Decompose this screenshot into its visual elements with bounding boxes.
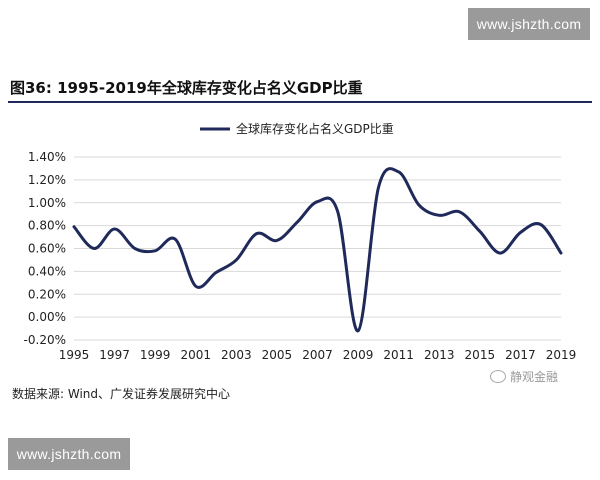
x-tick-label: 2011 xyxy=(383,348,414,362)
y-tick-label: 0.80% xyxy=(28,219,66,233)
chart-legend: 全球库存变化占名义GDP比重 xyxy=(200,121,394,136)
series-line xyxy=(72,167,563,333)
x-tick-label: 2015 xyxy=(465,348,496,362)
x-tick-label: 1999 xyxy=(140,348,171,362)
x-axis-ticks: 1995 1997 1999 2001 2003 2005 2007 2009 2011 2013… xyxy=(59,348,577,362)
x-tick-label: 2009 xyxy=(343,348,374,362)
legend-label: 全球库存变化占名义GDP比重 xyxy=(236,121,394,136)
x-tick-label: 2007 xyxy=(302,348,333,362)
watermark-bottom: www.jshzth.com xyxy=(8,438,130,470)
chart-gridlines xyxy=(74,156,561,341)
y-tick-label: 0.00% xyxy=(28,310,66,324)
x-tick-label: 2017 xyxy=(505,348,536,362)
title-rule xyxy=(8,101,592,103)
wechat-icon xyxy=(490,370,506,383)
y-tick-label: 0.20% xyxy=(28,287,66,301)
line-chart: 全球库存变化占名义GDP比重 -0.20% 0.00% 0.20% 0.40% 0.60… xyxy=(24,121,577,362)
x-tick-label: 2019 xyxy=(546,348,577,362)
x-tick-label: 1997 xyxy=(99,348,130,362)
x-tick-label: 1995 xyxy=(59,348,90,362)
y-tick-label: 1.40% xyxy=(28,150,66,164)
x-tick-label: 2013 xyxy=(424,348,455,362)
brand-name: 静观金融 xyxy=(510,370,559,384)
figure-title: 图36: 1995-2019年全球库存变化占名义GDP比重 xyxy=(10,79,363,97)
watermark-top: www.jshzth.com xyxy=(468,8,590,40)
brand-mark: 静观金融 xyxy=(490,368,558,385)
x-tick-label: 2005 xyxy=(262,348,293,362)
chart-series xyxy=(72,167,563,333)
x-tick-label: 2003 xyxy=(221,348,252,362)
x-tick-label: 2001 xyxy=(180,348,211,362)
source-note: 数据来源: Wind、广发证券发展研究中心 xyxy=(12,387,231,401)
y-tick-label: 0.60% xyxy=(28,242,66,256)
y-axis-ticks: -0.20% 0.00% 0.20% 0.40% 0.60% 0.80% 1.00% 1.20… xyxy=(24,150,66,347)
y-tick-label: 1.00% xyxy=(28,196,66,210)
y-tick-label: -0.20% xyxy=(24,333,66,347)
y-tick-label: 0.40% xyxy=(28,264,66,278)
y-tick-label: 1.20% xyxy=(28,173,66,187)
